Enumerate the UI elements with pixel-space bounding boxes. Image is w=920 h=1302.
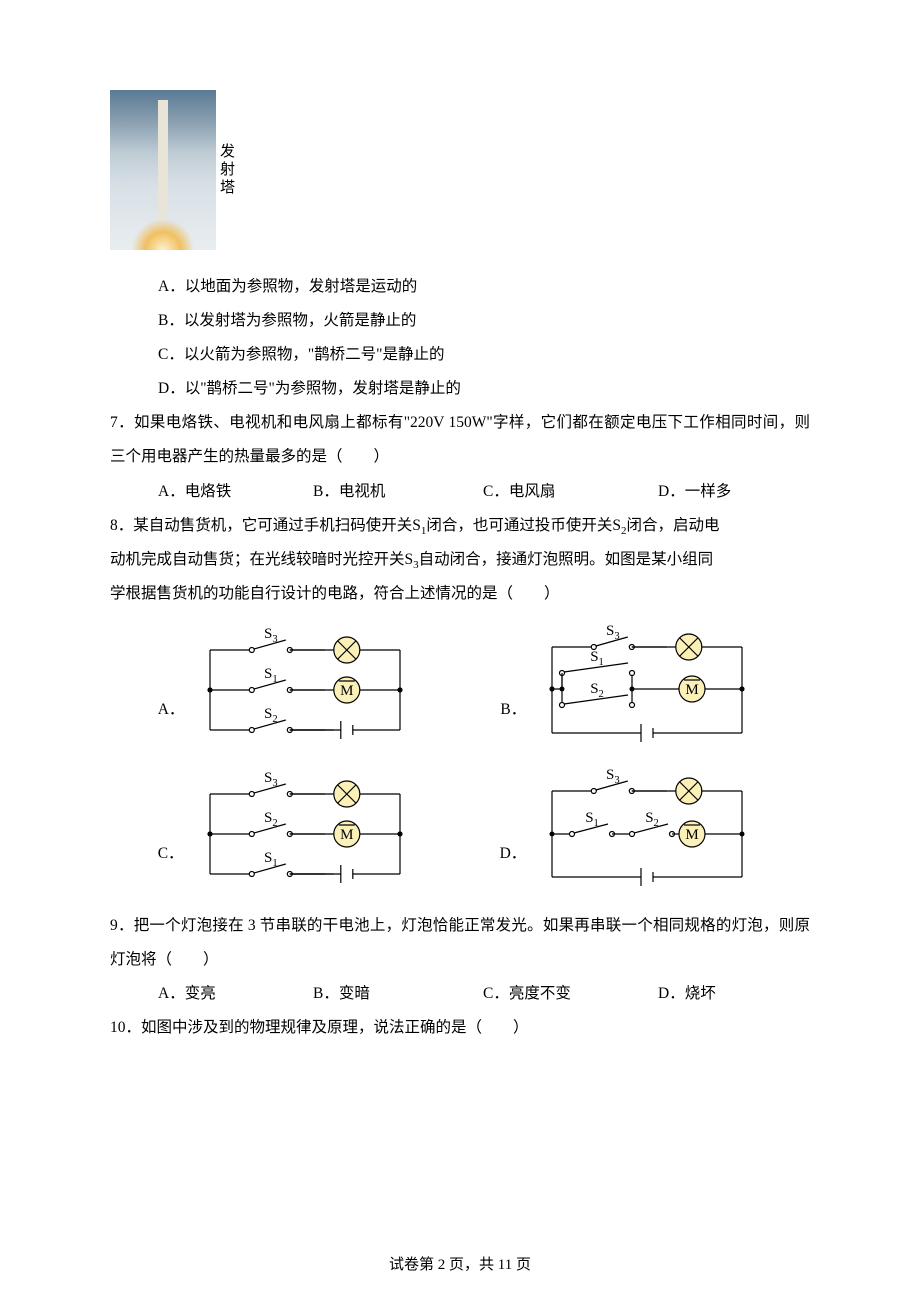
q8-stem-line1: 8．某自动售货机，它可通过手机扫码使开关S1闭合，也可通过投币使开关S2闭合，启… <box>110 509 810 543</box>
q8-stem-line2: 动机完成自动售货；在光线较暗时光控开关S3自动闭合，接通灯泡照明。如图是某小组同 <box>110 543 810 577</box>
svg-text:S2: S2 <box>264 810 278 829</box>
svg-text:S2: S2 <box>645 810 659 829</box>
q8-l2b: 自动闭合，接通灯泡照明。如图是某小组同 <box>419 551 714 568</box>
page: 发射塔 A．以地面为参照物，发射塔是运动的 B．以发射塔为参照物，火箭是静止的 … <box>0 0 920 1302</box>
svg-text:M: M <box>340 827 353 843</box>
svg-text:S2: S2 <box>264 706 278 725</box>
q7-opt-b: B．电视机 <box>313 475 483 509</box>
circuit-a: S3 S1 M S2 <box>190 625 420 755</box>
q6-opt-b: B．以发射塔为参照物，火箭是静止的 <box>158 304 810 338</box>
svg-text:M: M <box>686 682 699 698</box>
q8-cell-a: A． S3 S1 M S2 <box>158 625 421 755</box>
svg-text:S1: S1 <box>264 850 278 869</box>
q7-opt-c: C．电风扇 <box>483 475 658 509</box>
rocket-caption-text: 发射塔 <box>220 144 235 196</box>
q8-l1b: 闭合，也可通过投币使开关S <box>426 517 621 534</box>
rocket-image <box>110 90 216 250</box>
q6-opt-c: C．以火箭为参照物，"鹊桥二号"是静止的 <box>158 338 810 372</box>
circuit-d: S3 S1 S2 M <box>532 769 762 899</box>
q9-stem: 9．把一个灯泡接在 3 节串联的干电池上，灯泡恰能正常发光。如果再串联一个相同规… <box>110 909 810 977</box>
q8-cell-d: D． S3 S1 S2 M <box>500 769 763 899</box>
q6-opt-d: D．以"鹊桥二号"为参照物，发射塔是静止的 <box>158 372 810 406</box>
q8-cell-b: B． S3S1 S2 M <box>500 625 762 755</box>
q8-sub3: 3 <box>413 559 419 571</box>
q8-l1c: 闭合，启动电 <box>627 517 720 534</box>
svg-text:S1: S1 <box>264 666 278 685</box>
foot-l: 试卷第 <box>389 1257 438 1273</box>
q8-l2a: 动机完成自动售货；在光线较暗时光控开关S <box>110 551 413 568</box>
q9-opt-d: D．烧坏 <box>658 977 716 1011</box>
q8-label-a: A． <box>158 697 185 755</box>
q8-row2: C． S3 S2 M S1 D． S3 S1 S2 M <box>110 769 810 899</box>
q8-sub1: 1 <box>421 525 427 537</box>
svg-text:S3: S3 <box>264 626 278 645</box>
foot-r: 页 <box>512 1257 531 1273</box>
svg-text:S1: S1 <box>585 810 599 829</box>
circuit-b: S3S1 S2 M <box>532 625 762 755</box>
q10-stem: 10．如图中涉及到的物理规律及原理，说法正确的是（ ） <box>110 1011 810 1045</box>
q7-options: A．电烙铁 B．电视机 C．电风扇 D．一样多 <box>110 475 810 509</box>
svg-text:S1: S1 <box>590 649 604 668</box>
foot-total: 11 <box>498 1257 512 1273</box>
svg-text:S3: S3 <box>606 769 620 786</box>
q8-cell-c: C． S3 S2 M S1 <box>158 769 420 899</box>
q7-opt-a: A．电烙铁 <box>158 475 313 509</box>
q6-options: A．以地面为参照物，发射塔是运动的 B．以发射塔为参照物，火箭是静止的 C．以火… <box>110 270 810 406</box>
q9-opt-c: C．亮度不变 <box>483 977 658 1011</box>
q8-stem-line3: 学根据售货机的功能自行设计的电路，符合上述情况的是（ ） <box>110 577 810 611</box>
q7-opt-d: D．一样多 <box>658 475 731 509</box>
q8-row1: A． S3S1MS2 B． S3S1S2M <box>110 625 810 755</box>
circuit-c: S3 S2 M S1 <box>190 769 420 899</box>
svg-text:S2: S2 <box>590 681 604 700</box>
svg-text:S3: S3 <box>606 625 620 642</box>
q8-sub2: 2 <box>621 525 627 537</box>
q6-opt-a: A．以地面为参照物，发射塔是运动的 <box>158 270 810 304</box>
foot-m: 页，共 <box>445 1257 498 1273</box>
q9-opt-a: A．变亮 <box>158 977 313 1011</box>
q6-figure: 发射塔 <box>110 90 810 250</box>
q8-l1a: 8．某自动售货机，它可通过手机扫码使开关S <box>110 517 421 534</box>
q7-stem: 7．如果电烙铁、电视机和电风扇上都标有"220V 150W"字样，它们都在额定电… <box>110 406 810 474</box>
q9-options: A．变亮 B．变暗 C．亮度不变 D．烧坏 <box>110 977 810 1011</box>
page-footer: 试卷第 2 页，共 11 页 <box>0 1253 920 1274</box>
rocket-caption: 发射塔 <box>220 143 236 197</box>
q8-label-b: B． <box>500 697 526 755</box>
q8-label-c: C． <box>158 841 184 899</box>
q8-label-d: D． <box>500 841 527 899</box>
q9-opt-b: B．变暗 <box>313 977 483 1011</box>
svg-text:M: M <box>686 827 699 843</box>
svg-text:M: M <box>341 683 354 699</box>
svg-text:S3: S3 <box>264 770 278 789</box>
